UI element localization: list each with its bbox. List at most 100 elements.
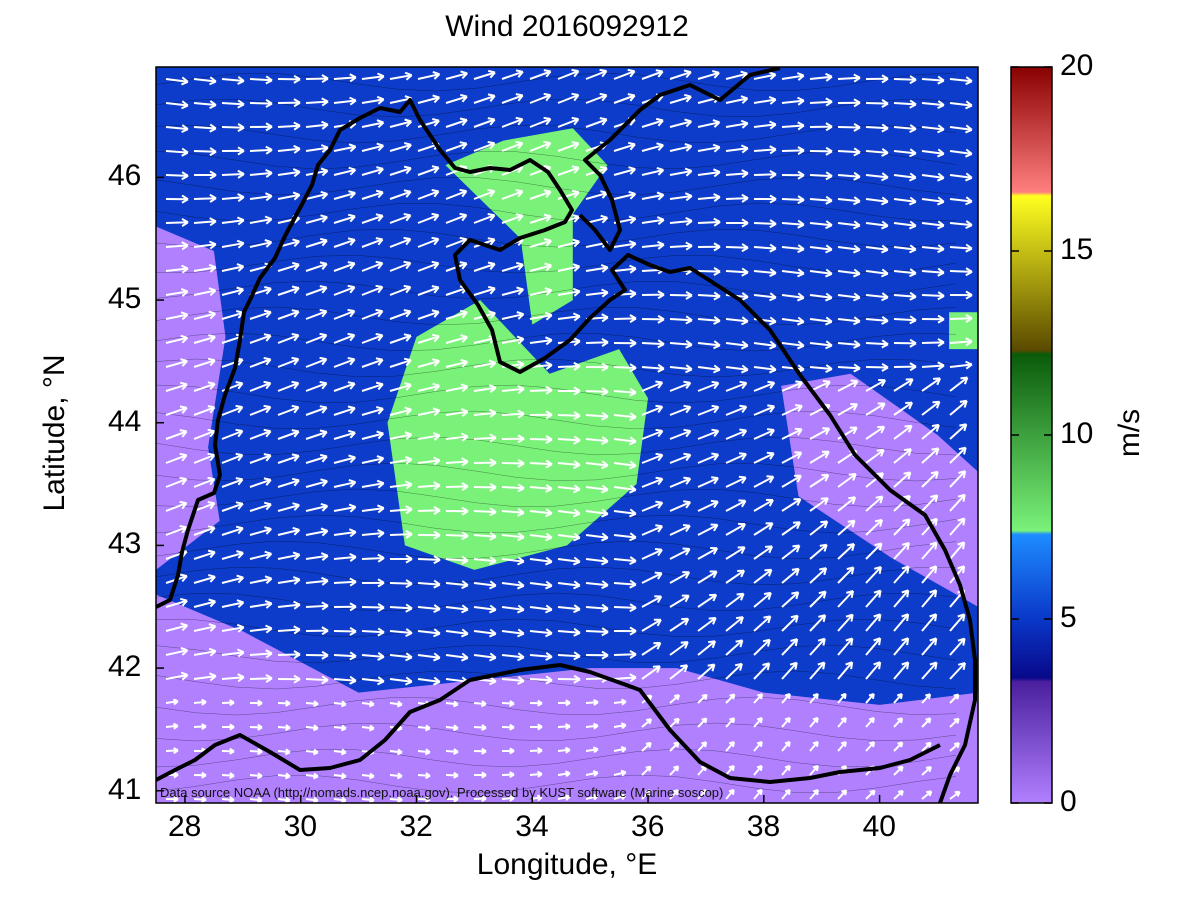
wind-arrow bbox=[361, 142, 385, 152]
wind-arrow bbox=[389, 213, 412, 224]
wind-arrow bbox=[305, 381, 328, 392]
wind-arrow bbox=[837, 740, 847, 752]
wind-arrow bbox=[753, 545, 774, 560]
wind-arrow bbox=[781, 521, 801, 536]
wind-arrow bbox=[389, 284, 412, 296]
wind-arrow bbox=[893, 220, 917, 230]
wind-arrow bbox=[333, 213, 356, 224]
wind-arrow bbox=[361, 651, 385, 661]
wind-arrow bbox=[781, 219, 805, 229]
wind-arrow bbox=[193, 193, 217, 203]
wind-arrow bbox=[837, 363, 861, 373]
wind-arrow bbox=[249, 380, 272, 392]
wind-arrow bbox=[809, 497, 829, 512]
wind-arrow bbox=[725, 499, 747, 512]
wind-arrow bbox=[753, 268, 777, 278]
wind-arrow bbox=[809, 520, 829, 536]
wind-arrow bbox=[753, 380, 776, 392]
wind-arrow bbox=[893, 448, 912, 464]
wind-arrow bbox=[949, 267, 973, 277]
wind-arrow bbox=[809, 450, 830, 464]
wind-arrow bbox=[305, 285, 328, 296]
x-tick-label: 38 bbox=[746, 810, 781, 843]
wind-arrow bbox=[165, 100, 189, 110]
contour-line bbox=[156, 722, 957, 742]
wind-arrow bbox=[921, 100, 945, 110]
wind-arrow bbox=[529, 385, 553, 395]
wind-arrow bbox=[557, 770, 571, 778]
wind-arrow bbox=[809, 292, 833, 302]
wind-arrow bbox=[585, 338, 609, 347]
wind-arrow bbox=[333, 772, 347, 780]
wind-arrow bbox=[389, 236, 412, 248]
wind-arrow bbox=[865, 147, 889, 157]
wind-arrow bbox=[249, 357, 272, 368]
wind-arrow bbox=[361, 333, 384, 344]
wind-arrow bbox=[277, 168, 301, 178]
wind-arrow bbox=[725, 340, 749, 350]
wind-arrow bbox=[837, 171, 861, 181]
y-tick-label: 45 bbox=[108, 282, 142, 316]
wind-arrow bbox=[389, 333, 412, 344]
wind-arrow bbox=[333, 332, 356, 344]
wind-arrow bbox=[417, 236, 440, 248]
wind-arrow bbox=[753, 788, 763, 800]
wind-arrow bbox=[781, 498, 802, 512]
wind-arrow bbox=[305, 214, 328, 224]
wind-arrow bbox=[893, 717, 904, 728]
wind-arrow bbox=[165, 405, 188, 416]
wind-arrow bbox=[921, 517, 938, 536]
wind-arrow bbox=[837, 519, 856, 536]
wind-arrow bbox=[249, 404, 272, 416]
wind-arrow bbox=[837, 473, 857, 488]
wind-arrow bbox=[781, 544, 801, 560]
wind-arrow bbox=[389, 189, 412, 200]
wind-arrow bbox=[809, 340, 833, 350]
wind-arrow bbox=[445, 358, 469, 368]
wind-arrow bbox=[389, 142, 412, 152]
wind-arrow bbox=[697, 788, 707, 800]
wind-arrow bbox=[641, 314, 665, 324]
wind-arrow bbox=[305, 453, 328, 464]
wind-arrow bbox=[165, 747, 179, 755]
wind-arrow bbox=[165, 241, 189, 251]
wind-arrow bbox=[249, 649, 273, 659]
wind-arrow bbox=[165, 171, 189, 181]
wind-arrow bbox=[249, 550, 273, 560]
wind-arrow bbox=[221, 428, 244, 440]
wind-arrow bbox=[613, 166, 636, 176]
wind-arrow bbox=[529, 770, 543, 778]
wind-arrow bbox=[613, 314, 637, 324]
wind-arrow bbox=[725, 404, 748, 416]
wind-arrow bbox=[417, 652, 441, 662]
wind-arrow bbox=[837, 73, 861, 83]
wind-arrow bbox=[193, 100, 217, 109]
wind-arrow bbox=[781, 591, 800, 608]
contour-line bbox=[156, 150, 957, 170]
wind-arrow bbox=[305, 74, 329, 84]
wind-arrow bbox=[473, 747, 487, 755]
wind-arrow bbox=[865, 99, 889, 108]
region-moderate-crimea-north bbox=[445, 128, 608, 325]
wind-arrow bbox=[669, 717, 680, 728]
wind-arrow bbox=[697, 717, 708, 728]
wind-arrow bbox=[529, 459, 553, 469]
wind-arrow bbox=[333, 700, 347, 708]
wind-arrow bbox=[585, 580, 609, 590]
wind-arrow bbox=[949, 290, 973, 300]
wind-arrow bbox=[613, 141, 636, 152]
wind-arrow bbox=[669, 93, 692, 104]
wind-arrow bbox=[781, 661, 798, 680]
wind-arrow bbox=[921, 172, 945, 182]
wind-arrow bbox=[781, 474, 802, 488]
wind-arrow bbox=[277, 404, 300, 416]
wind-arrow bbox=[725, 569, 746, 584]
wind-arrow bbox=[809, 268, 833, 278]
wind-arrow bbox=[193, 428, 216, 440]
wind-arrow bbox=[221, 404, 244, 416]
wind-arrow bbox=[669, 339, 693, 349]
wind-arrow bbox=[193, 405, 216, 416]
wind-arrow bbox=[277, 526, 301, 536]
wind-arrow bbox=[529, 262, 553, 272]
